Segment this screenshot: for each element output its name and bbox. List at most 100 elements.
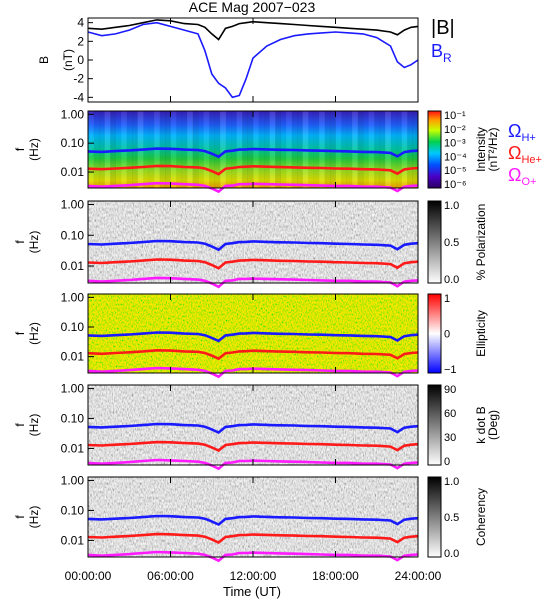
- y-axis-label-ellipticity: f: [13, 331, 27, 335]
- gyro-o-plus-line: [87, 366, 419, 379]
- colorbar-intensity: [427, 110, 442, 189]
- x-tick-label: 12:00:00: [230, 569, 277, 583]
- gyro-legend-he-plus: ΩHe+: [508, 143, 542, 166]
- colorbar-label-intensity: Intensity: [474, 127, 488, 172]
- gyro-h-plus-line: [87, 239, 419, 252]
- y-axis-label-coherency: f: [13, 515, 27, 519]
- spectrogram-streak: [385, 111, 391, 188]
- y-tick-label: 1.00: [61, 107, 85, 121]
- spectrogram-streak: [209, 111, 215, 188]
- y-tick-label: 0.01: [61, 350, 85, 364]
- spectrogram-streak: [220, 111, 226, 188]
- spectrogram-streak: [99, 111, 105, 188]
- gyro-h-plus-line: [87, 331, 419, 343]
- y-axis-label-intensity-unit: (Hz): [27, 138, 41, 161]
- gyro-o-plus-line: [87, 550, 419, 563]
- figure-title: ACE Mag 2007−023: [189, 0, 316, 15]
- y-axis-label-intensity: f: [13, 147, 27, 151]
- y-tick-label: 1.00: [61, 290, 85, 304]
- y-tick-label: 0.10: [61, 503, 85, 517]
- spectrogram-streak: [335, 111, 342, 188]
- y-tick-label: 2: [77, 34, 84, 48]
- gyro-h-plus-line: [87, 422, 419, 435]
- gyro-he-plus-line: [87, 258, 419, 270]
- spectrogram-streak: [368, 111, 375, 188]
- spectrogram-streak: [379, 111, 386, 188]
- colorbar-tick-label: 0: [444, 456, 450, 468]
- colorbar-tick-label: 10⁻³: [444, 138, 466, 150]
- y-axis-label-polarization-unit: (Hz): [27, 231, 41, 254]
- x-tick-label: 06:00:00: [147, 569, 194, 583]
- y-tick-label: -4: [73, 90, 84, 104]
- spectrogram-streak: [324, 111, 331, 188]
- spectrogram-streak: [346, 111, 353, 188]
- y-axis-label-coherency-unit: (Hz): [27, 506, 41, 529]
- series-line-br: [87, 21, 419, 99]
- spectrogram-streak: [115, 111, 122, 188]
- colorbar-tick-label: 10⁻⁴: [444, 151, 467, 163]
- colorbar-tick-label: 10⁻¹: [444, 110, 466, 122]
- colorbar-polarization: [427, 200, 442, 284]
- spectrogram-streak: [104, 111, 111, 188]
- gyro-h-plus-line: [87, 514, 419, 527]
- y-axis-label-kdotb: f: [13, 423, 27, 427]
- spectrogram-streak: [396, 111, 402, 188]
- spectrogram-streak: [374, 111, 380, 188]
- spectrogram-streak: [401, 111, 408, 188]
- spectrogram-streak: [214, 111, 221, 188]
- colorbar-tick-label: 10⁻⁵: [444, 165, 467, 177]
- x-tick-label: 18:00:00: [312, 569, 359, 583]
- colorbar-tick-label: 0.5: [444, 237, 459, 249]
- colorbar-tick-label: 1.0: [444, 476, 459, 488]
- colorbar-ellipticity: [427, 293, 442, 374]
- gyro-o-plus-line: [87, 181, 419, 194]
- gyro-legend-h-plus: ΩH+: [508, 121, 536, 144]
- x-axis-label: Time (UT): [223, 584, 281, 599]
- colorbar-label-polarization: % Polarization: [474, 204, 488, 281]
- spectrogram-streak: [203, 111, 210, 188]
- y-tick-label: 0.01: [61, 259, 85, 273]
- spectrogram-streak: [390, 111, 397, 188]
- gyro-he-plus-line: [87, 440, 419, 453]
- y-axis-label-ellipticity-unit: (Hz): [27, 322, 41, 345]
- colorbar-tick-label: 10⁻²: [444, 124, 466, 136]
- colorbar-coherency: [427, 476, 442, 558]
- spectrogram-streak: [341, 111, 347, 188]
- colorbar-tick-label: 10⁻⁶: [444, 179, 467, 191]
- y-tick-label: 1.00: [61, 381, 85, 395]
- colorbar-tick-label: 0.5: [444, 512, 459, 524]
- colorbar-tick-label: 90: [444, 384, 456, 396]
- spectrogram-streak: [88, 111, 94, 188]
- spectrogram-streak: [412, 111, 419, 188]
- colorbar-tick-label: −1: [444, 364, 457, 376]
- x-tick-label: 24:00:00: [395, 569, 442, 583]
- gyro-he-plus-line: [87, 164, 419, 176]
- y-tick-label: 0.01: [61, 441, 85, 455]
- gyro-o-plus-line: [87, 458, 419, 471]
- gyro-legend-o-plus: ΩO+: [508, 165, 536, 188]
- y-tick-label: 1.00: [61, 198, 85, 212]
- spectrogram-streak: [110, 111, 116, 188]
- colorbar-label-intensity: (nT²/Hz): [486, 128, 500, 172]
- series-line-btotal: [87, 19, 419, 41]
- y-tick-label: 1.00: [61, 473, 85, 487]
- spectrogram-streak: [352, 111, 358, 188]
- y-axis-label-b: B: [37, 56, 51, 64]
- spectrogram-streak: [407, 111, 413, 188]
- legend-btotal: |B|: [431, 17, 455, 39]
- gyro-o-plus-line: [87, 276, 419, 289]
- spectrogram-streak: [357, 111, 364, 188]
- colorbar-tick-label: 0: [444, 329, 450, 341]
- y-axis-label-b-unit: (nT): [61, 49, 75, 71]
- legend-br: BR: [431, 41, 452, 65]
- spectrogram-streak: [225, 111, 232, 188]
- y-axis-label-polarization: f: [13, 240, 27, 244]
- colorbar-kdotb: [427, 384, 442, 466]
- y-tick-label: -2: [73, 72, 84, 86]
- gyro-he-plus-line: [87, 348, 419, 361]
- spectrogram-streak: [330, 111, 336, 188]
- colorbar-label-kdotb: k dot B: [474, 406, 488, 443]
- y-tick-label: 0.10: [61, 411, 85, 425]
- colorbar-tick-label: 60: [444, 408, 456, 420]
